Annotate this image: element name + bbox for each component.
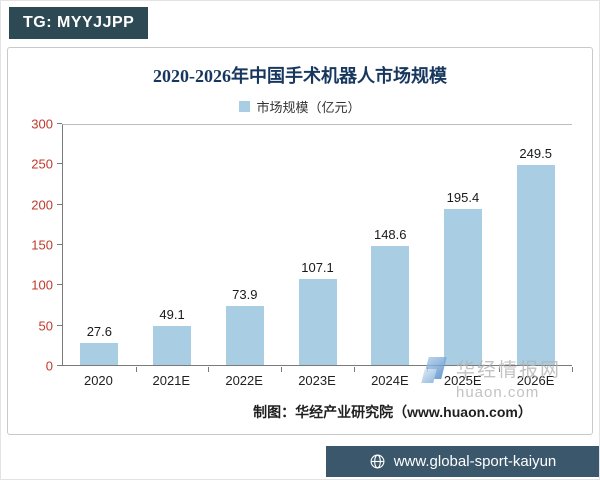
bar-slot: 148.6 [354, 125, 428, 372]
tg-badge: TG: MYYJJPP [9, 7, 149, 39]
watermark-text-en: huaon.com [455, 384, 540, 401]
y-tick-label: 300 [31, 116, 53, 132]
bar-value-label: 73.9 [232, 286, 258, 302]
bar-value-label: 27.6 [86, 323, 113, 339]
y-tick-mark [57, 244, 62, 245]
credit-line: 制图：华经产业研究院（www.huaon.com） [253, 404, 532, 420]
x-axis-labels: 2020 2021E 2022E 2023E 2024E 2025E 2026E [62, 373, 572, 388]
y-tick-label: 200 [31, 197, 53, 213]
y-tick-label: 150 [31, 237, 53, 253]
bar: 73.9 [225, 287, 264, 365]
bar-value-label: 195.4 [446, 189, 480, 205]
watermark: 华经情报网 huaon.com [421, 355, 561, 401]
bar: 49.1 [153, 307, 192, 365]
footer-bar: www.global-sport-kaiyun [326, 446, 599, 477]
y-tick-mark [57, 203, 62, 205]
legend: 市场规模（亿元） [8, 97, 592, 116]
globe-icon [370, 454, 385, 469]
legend-label: 市场规模（亿元） [256, 100, 361, 115]
y-tick-mark [57, 123, 62, 124]
plot-area: 27.6 49.1 73.9 107.1 148.6 195.4 249.5 [62, 124, 573, 372]
bar-value-label: 148.6 [373, 227, 407, 243]
y-axis: 0 50 100 150 200 250 300 [22, 118, 62, 373]
y-tick-label: 100 [31, 277, 53, 293]
bar-slot: 49.1 [136, 125, 210, 372]
bar-slot: 249.5 [499, 125, 573, 372]
y-tick-mark [57, 324, 62, 326]
bar-value-label: 49.1 [159, 306, 185, 322]
y-tick-label: 0 [45, 358, 53, 374]
y-tick-label: 250 [31, 156, 53, 172]
bar: 148.6 [371, 227, 410, 365]
chart-panel: 2020-2026年中国手术机器人市场规模 市场规模（亿元） 0 50 100 150… [7, 47, 593, 435]
bar: 27.6 [80, 324, 119, 365]
huaon-logo-icon [421, 355, 448, 387]
bar: 195.4 [443, 190, 482, 365]
bar: 107.1 [298, 260, 337, 365]
bar-slot: 195.4 [427, 125, 501, 372]
x-axis-label: 2021E [152, 373, 191, 388]
bar-slot: 107.1 [281, 125, 355, 372]
x-axis-label: 2023E [298, 373, 336, 388]
chart-body: 0 50 100 150 200 250 300 27.6 49.1 73.9 107.1 148.… [22, 118, 573, 373]
y-tick-mark [57, 365, 62, 366]
watermark-text-cn: 华经情报网 [455, 360, 561, 381]
y-tick-mark [57, 284, 62, 286]
x-axis-label: 2025E [443, 373, 482, 388]
bar-value-label: 249.5 [519, 146, 552, 162]
watermark-text: 华经情报网 huaon.com [456, 355, 561, 401]
y-tick-mark [57, 163, 62, 165]
bar-value-label: 107.1 [301, 260, 334, 276]
bar-slot: 73.9 [208, 125, 282, 372]
bar-slot: 27.6 [63, 125, 137, 372]
x-axis-label: 2020 [83, 373, 113, 388]
x-axis-label: 2026E [516, 373, 555, 388]
x-axis-label: 2022E [225, 373, 263, 388]
bar: 249.5 [516, 146, 555, 365]
legend-swatch [239, 101, 251, 112]
y-tick-label: 50 [38, 318, 53, 334]
footer-url: www.global-sport-kaiyun [393, 453, 557, 470]
logo-shape [421, 369, 437, 383]
x-axis-label: 2024E [371, 373, 409, 388]
chart-title: 2020-2026年中国手术机器人市场规模 [153, 66, 447, 86]
